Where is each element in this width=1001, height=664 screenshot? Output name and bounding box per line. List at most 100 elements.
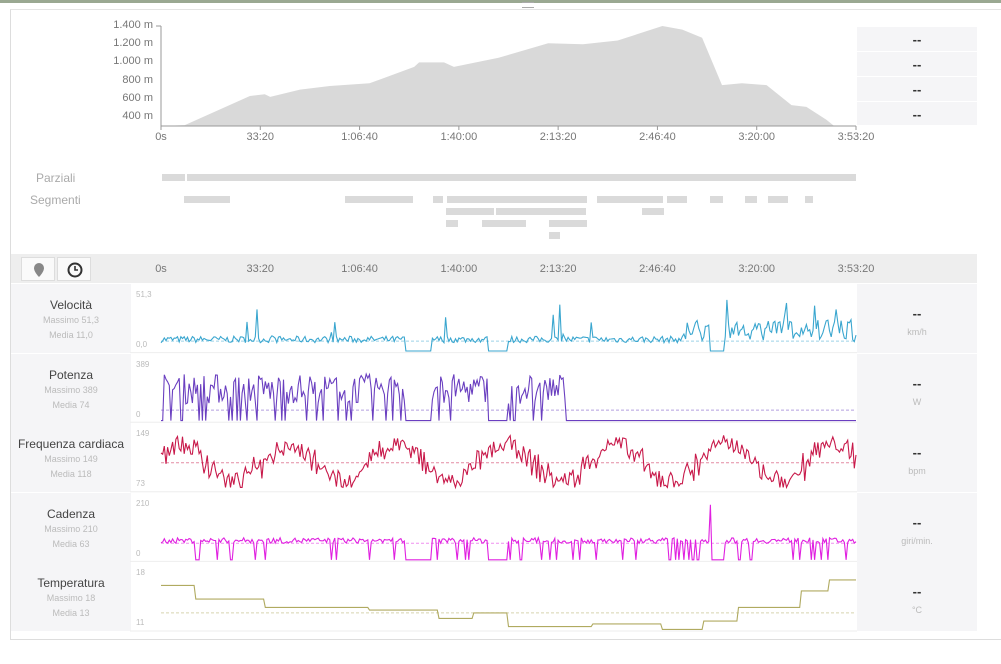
metric-avg: Media 63 <box>52 538 90 549</box>
metric-value: -- <box>912 375 922 391</box>
metric-label: Velocità Massimo 51,3 Media 11,0 <box>11 284 131 353</box>
metric-current: -- °C <box>857 562 977 632</box>
metric-avg: Media 118 <box>50 469 92 480</box>
time-axis-tick: 3:20:00 <box>738 263 776 275</box>
time-axis-tick: 0s <box>155 263 167 275</box>
segment-bar <box>597 196 663 203</box>
elev-value: -- <box>857 77 977 102</box>
elev-x-tick: 1:06:40 <box>341 131 378 143</box>
metric-unit: km/h <box>907 327 927 337</box>
elevation-area <box>161 26 835 126</box>
metric-unit: bpm <box>908 466 926 477</box>
metric-line-0 <box>160 299 857 352</box>
metric-name: Frequenza cardiaca <box>17 437 125 452</box>
elev-value: -- <box>857 102 977 126</box>
parziali-label: Parziali <box>36 171 76 185</box>
metric-row-0: Velocità Massimo 51,3 Media 11,0 51,3 0,0 … <box>11 284 977 353</box>
time-axis-tick: 33:20 <box>246 263 275 275</box>
elev-value: -- <box>857 27 977 52</box>
metric-avg: Media 74 <box>52 399 90 410</box>
metric-unit: W <box>912 396 922 407</box>
segment-bar <box>768 196 788 203</box>
elev-x-tick: 2:13:20 <box>539 131 577 143</box>
segment-bar <box>447 196 587 203</box>
metric-current: -- bpm <box>857 423 977 493</box>
segment-bar <box>482 220 526 227</box>
metric-line-3 <box>160 504 857 561</box>
segmenti-label: Segmenti <box>30 193 81 207</box>
metric-unit: °C <box>911 605 923 616</box>
metric-value: -- <box>912 514 922 530</box>
segment-bar <box>642 208 664 215</box>
metric-axis-min: 0 <box>136 409 141 419</box>
chart-toolbar <box>11 254 977 283</box>
metric-name: Temperatura <box>37 576 105 591</box>
metric-avg: Media 13 <box>52 608 90 619</box>
time-axis-tick: 2:46:40 <box>639 263 676 275</box>
metric-axis-max: 389 <box>136 359 150 369</box>
metric-label: Temperatura Massimo 18 Media 13 <box>11 562 131 632</box>
segment-bar <box>805 196 813 203</box>
elev-y-tick: 1.400 m <box>113 19 153 31</box>
time-axis-tick: 1:40:00 <box>440 263 478 275</box>
metric-line-2 <box>160 434 857 490</box>
metric-row-3: Cadenza Massimo 210 Media 63 210 0 -- giri/… <box>11 492 977 562</box>
time-view-button[interactable] <box>57 257 91 281</box>
metric-max: Massimo 18 <box>46 593 96 604</box>
metric-line-4 <box>161 579 856 630</box>
elev-x-tick: 0s <box>155 131 167 143</box>
metric-name: Velocità <box>49 298 93 312</box>
segment-bar <box>549 220 587 227</box>
metric-max: Massimo 149 <box>44 454 98 465</box>
segment-bar <box>667 196 687 203</box>
metric-value: -- <box>912 445 922 461</box>
metric-axis-max: 51,3 <box>136 290 152 299</box>
metric-max: Massimo 51,3 <box>42 315 100 325</box>
metric-name: Potenza <box>48 367 94 382</box>
metric-max: Massimo 210 <box>44 523 98 534</box>
time-axis-tick: 2:13:20 <box>539 263 577 275</box>
segment-bar <box>184 196 230 203</box>
clock-icon <box>67 262 83 278</box>
segment-bar <box>745 196 757 203</box>
elev-y-tick: 600 m <box>122 92 153 104</box>
elev-y-tick: 400 m <box>122 110 153 122</box>
elev-x-tick: 3:53:20 <box>837 131 875 143</box>
resize-handle[interactable] <box>522 2 534 8</box>
time-axis-tick: 1:06:40 <box>341 263 378 275</box>
metric-label: Cadenza Massimo 210 Media 63 <box>11 492 131 562</box>
elevation-chart <box>156 25 857 239</box>
elev-y-tick: 800 m <box>122 74 153 86</box>
metric-axis-min: 0 <box>136 548 141 558</box>
elev-y-tick: 1.000 m <box>113 55 153 67</box>
metric-avg: Media 11,0 <box>49 330 93 340</box>
segment-bar <box>446 220 458 227</box>
metric-row-2: Frequenza cardiaca Massimo 149 Media 118 1… <box>11 423 977 493</box>
segment-bar <box>433 196 443 203</box>
segment-bar <box>710 196 723 203</box>
elev-value: -- <box>857 52 977 77</box>
elev-x-tick: 3:20:00 <box>738 131 776 143</box>
metric-axis-max: 18 <box>136 568 145 578</box>
metric-current: -- giri/min. <box>857 492 977 562</box>
metric-axis-min: 11 <box>136 618 145 628</box>
map-view-button[interactable] <box>21 257 55 281</box>
elev-y-tick: 1.200 m <box>113 37 153 49</box>
activity-panel <box>10 9 1001 640</box>
segment-bar <box>446 208 494 215</box>
metric-current: -- W <box>857 353 977 423</box>
metric-max: Massimo 389 <box>44 384 98 395</box>
metric-line-1 <box>161 372 856 422</box>
elev-x-tick: 1:40:00 <box>440 131 478 143</box>
metric-unit: giri/min. <box>901 535 933 546</box>
metric-axis-min: 0,0 <box>136 340 148 349</box>
lap-bar <box>162 174 185 181</box>
metric-axis-max: 149 <box>136 429 150 439</box>
map-pin-icon <box>34 263 44 277</box>
metric-axis-min: 73 <box>136 479 145 489</box>
metric-label: Potenza Massimo 389 Media 74 <box>11 353 131 423</box>
metric-row-4: Temperatura Massimo 18 Media 13 18 11 -- °C <box>11 562 977 632</box>
segment-bar <box>345 196 413 203</box>
metric-label: Frequenza cardiaca Massimo 149 Media 118 <box>11 423 131 493</box>
